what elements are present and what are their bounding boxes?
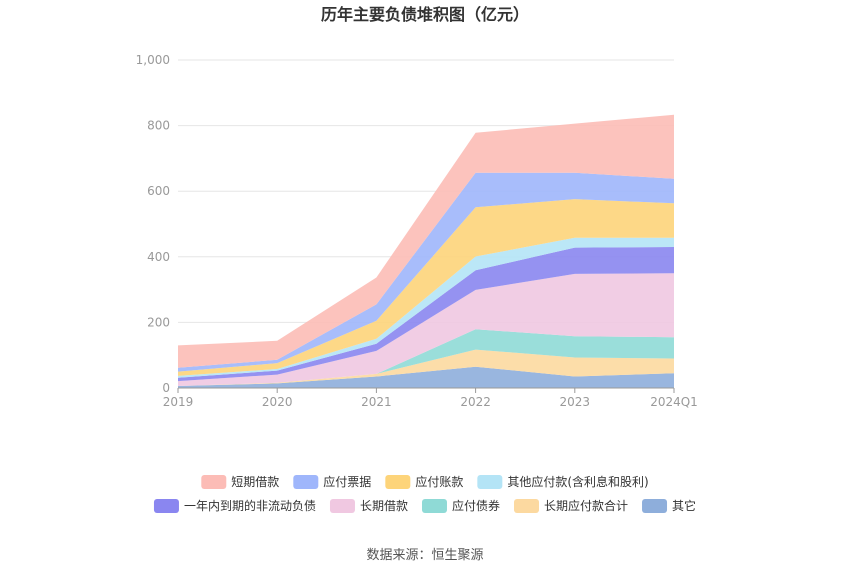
y-tick-label: 200 <box>147 315 170 329</box>
legend-label: 应付账款 <box>415 474 463 489</box>
legend-label: 其它 <box>672 498 696 513</box>
legend-item-应付票据[interactable]: 应付票据 <box>293 474 371 489</box>
area-series-应付债券[interactable] <box>178 329 674 386</box>
legend-swatch <box>477 475 503 489</box>
y-tick-label: 0 <box>162 381 170 395</box>
legend-item-其它[interactable]: 其它 <box>642 498 696 513</box>
area-series-其它[interactable] <box>178 366 674 388</box>
legend-label: 长期借款 <box>360 499 408 513</box>
legend-swatch <box>642 499 668 513</box>
legend-swatch <box>153 499 179 513</box>
legend-label: 长期应付款合计 <box>544 498 628 513</box>
legend-item-短期借款[interactable]: 短期借款 <box>201 475 279 489</box>
chart-title: 历年主要负债堆积图（亿元） <box>321 5 529 24</box>
legend-item-其他应付款(含利息和股利)[interactable]: 其他应付款(含利息和股利) <box>477 474 649 489</box>
x-tick-label: 2019 <box>163 395 194 409</box>
area-series-应付票据[interactable] <box>178 172 674 372</box>
y-tick-label: 800 <box>147 119 170 133</box>
y-tick-label: 1,000 <box>136 53 170 67</box>
legend-swatch <box>385 475 411 489</box>
axes: 2019 2020 2021 2022 2023 2024Q1 <box>163 387 698 409</box>
legend-swatch <box>329 499 355 513</box>
x-tick-label: 2021 <box>361 395 392 409</box>
legend-item-长期应付款合计[interactable]: 长期应付款合计 <box>514 498 628 513</box>
legend-swatch <box>201 475 227 489</box>
x-tick-label: 2023 <box>560 395 591 409</box>
legend-label: 一年内到期的非流动负债 <box>184 498 316 513</box>
area-series-长期借款[interactable] <box>178 273 674 386</box>
legend-label: 其他应付款(含利息和股利) <box>507 474 648 489</box>
legend-swatch <box>421 499 447 513</box>
area-series-长期应付款合计[interactable] <box>178 349 674 386</box>
legend-swatch <box>514 499 540 513</box>
y-tick-label: 400 <box>147 250 170 264</box>
legend-item-应付账款[interactable]: 应付账款 <box>385 474 463 489</box>
legend-label: 短期借款 <box>231 475 279 489</box>
legend-label: 应付债券 <box>452 498 500 513</box>
legend-swatch <box>293 475 319 489</box>
y-tick-label: 600 <box>147 184 170 198</box>
legend-item-应付债券[interactable]: 应付债券 <box>421 498 500 513</box>
area-series-group <box>178 114 674 388</box>
legend-label: 应付票据 <box>323 474 371 489</box>
x-tick-label: 2020 <box>262 395 293 409</box>
legend-item-长期借款[interactable]: 长期借款 <box>329 499 408 513</box>
x-tick-label: 2022 <box>460 395 491 409</box>
area-series-短期借款[interactable] <box>178 114 674 368</box>
source-note: 数据来源：恒生聚源 <box>366 548 483 563</box>
x-tick-label: 2024Q1 <box>650 395 698 409</box>
area-series-应付账款[interactable] <box>178 199 674 376</box>
area-series-一年内到期的非流动负债[interactable] <box>178 247 674 382</box>
legend-item-一年内到期的非流动负债[interactable]: 一年内到期的非流动负债 <box>153 498 316 513</box>
legend: 短期借款 应付票据 应付账款 其他应付款(含利息和股利) 一年内到期的非流动负债 长期借款… <box>153 474 696 513</box>
